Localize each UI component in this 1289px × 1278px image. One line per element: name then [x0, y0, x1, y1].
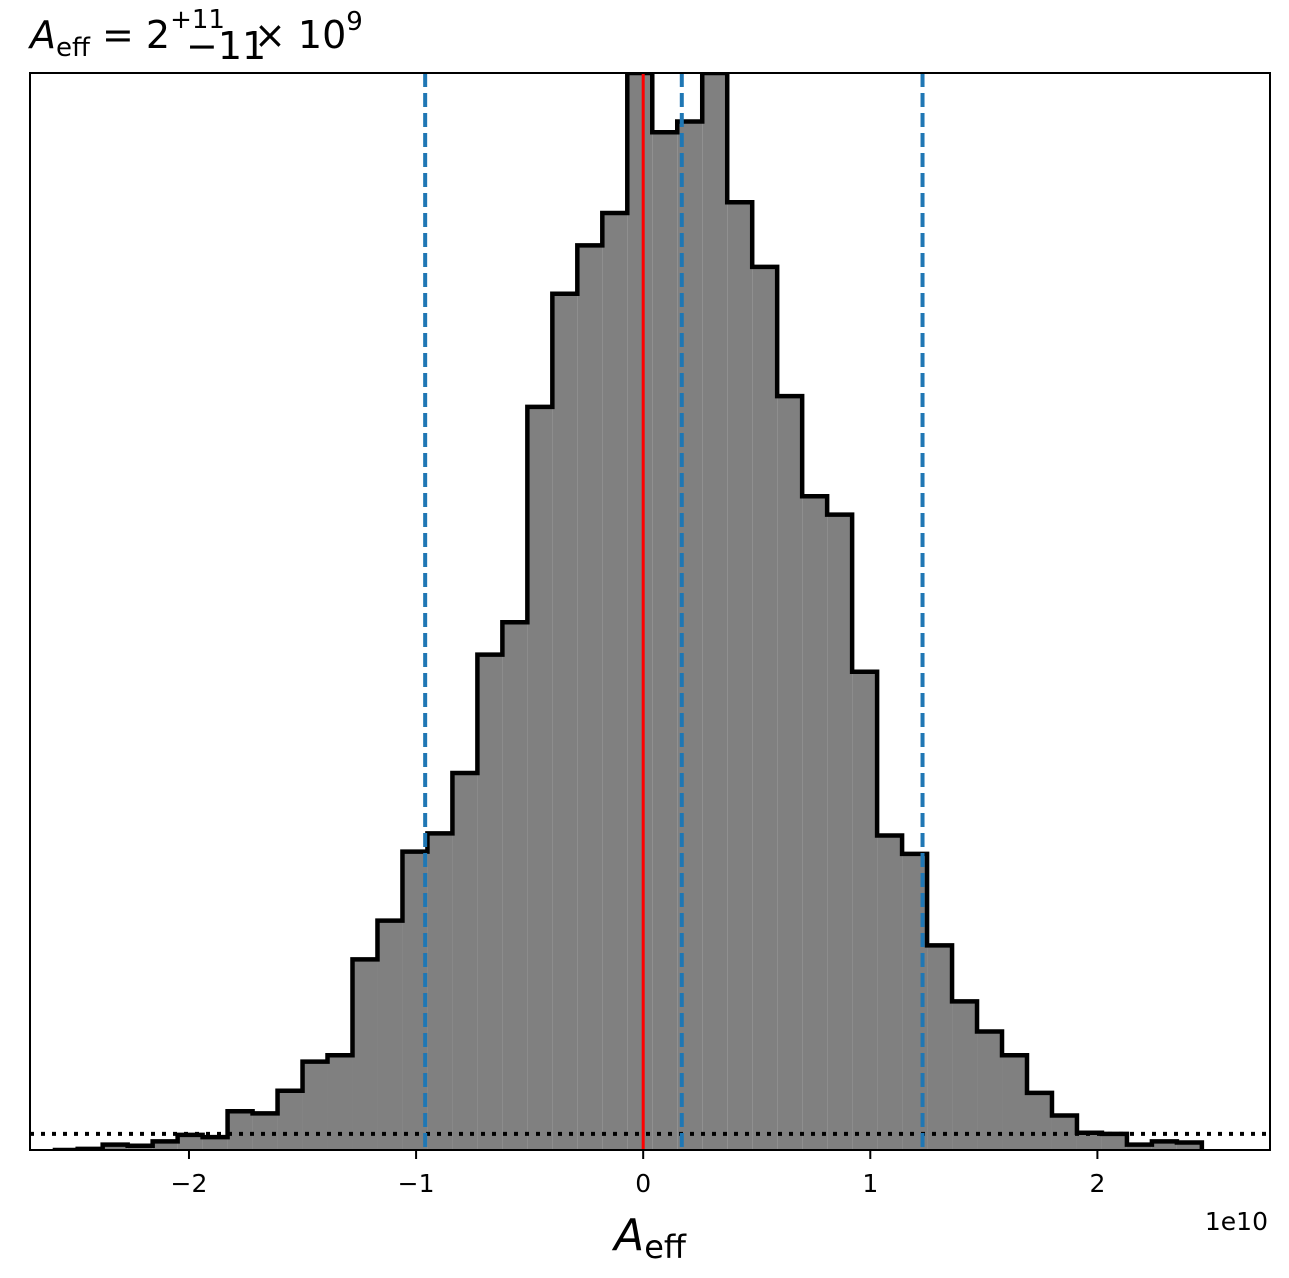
histogram-bar	[1126, 1144, 1152, 1150]
histogram-bar	[827, 514, 853, 1150]
x-axis-label-sub: eff	[644, 1228, 687, 1266]
histogram-bar	[802, 496, 828, 1150]
histogram-bar	[277, 1090, 303, 1150]
histogram-bar	[602, 213, 628, 1150]
histogram-bar	[977, 1031, 1003, 1150]
title-symbol: A	[27, 13, 56, 57]
histogram-bar	[102, 1144, 128, 1150]
x-axis-offset-label: 1e10	[1205, 1207, 1268, 1236]
x-tick-label: −1	[398, 1169, 435, 1198]
chart-title: Aeff = 2+11 −11 × 109	[27, 5, 363, 68]
x-axis-label: Aeff	[611, 1210, 687, 1266]
histogram-outline	[52, 73, 1205, 1150]
x-tick-label: 2	[1089, 1169, 1105, 1198]
plot-content	[30, 73, 1270, 1150]
svg-text:Aeff = 2+11: Aeff = 2+11	[27, 5, 225, 63]
title-eq: = 2	[90, 13, 170, 57]
x-axis-label-symbol: A	[611, 1210, 644, 1261]
histogram-bar	[552, 293, 578, 1150]
svg-text:× 109: × 109	[254, 7, 363, 57]
x-tick-label: −2	[171, 1169, 208, 1198]
x-axis-ticks: −2 −1 0 1 2	[171, 1150, 1105, 1198]
histogram-bar	[227, 1111, 253, 1150]
histogram-bar	[1101, 1133, 1127, 1150]
histogram-bar	[1026, 1092, 1052, 1150]
histogram-bar	[1176, 1142, 1202, 1150]
histogram-bar	[377, 920, 403, 1150]
histogram-bar	[1076, 1132, 1102, 1150]
histogram-bar	[527, 406, 553, 1150]
title-symbol-sub: eff	[56, 33, 91, 63]
histogram-bar	[577, 245, 603, 1150]
title-exp: 9	[346, 7, 363, 37]
histogram-bar	[627, 73, 653, 1150]
histogram-bar	[1151, 1141, 1177, 1150]
histogram-bar	[777, 396, 803, 1150]
histogram-bar	[252, 1113, 278, 1150]
title-times: × 10	[254, 13, 346, 57]
title-sub: −11	[186, 24, 266, 68]
histogram-bar	[727, 202, 753, 1150]
histogram-bar	[352, 959, 378, 1150]
histogram-bar	[702, 73, 728, 1150]
histogram-bar	[152, 1141, 178, 1150]
histogram-bar	[652, 132, 678, 1150]
histogram-bar	[477, 654, 503, 1150]
title-sup: +11	[170, 5, 225, 35]
histogram-bar	[177, 1134, 203, 1150]
histogram-bar	[752, 266, 778, 1150]
histogram-bar	[952, 1001, 978, 1150]
plot-area	[29, 72, 1271, 1151]
histogram-bar	[927, 945, 953, 1150]
x-tick-label: 0	[635, 1169, 651, 1198]
histogram-bar	[452, 773, 478, 1150]
histogram-bar	[877, 835, 903, 1150]
histogram-bar	[852, 671, 878, 1150]
histogram-bar	[502, 622, 528, 1150]
axes-frame	[29, 72, 1271, 1151]
histogram-bar	[427, 833, 453, 1150]
histogram-bar	[302, 1061, 328, 1150]
x-tick-label: 1	[862, 1169, 878, 1198]
histogram-bar	[202, 1137, 228, 1150]
